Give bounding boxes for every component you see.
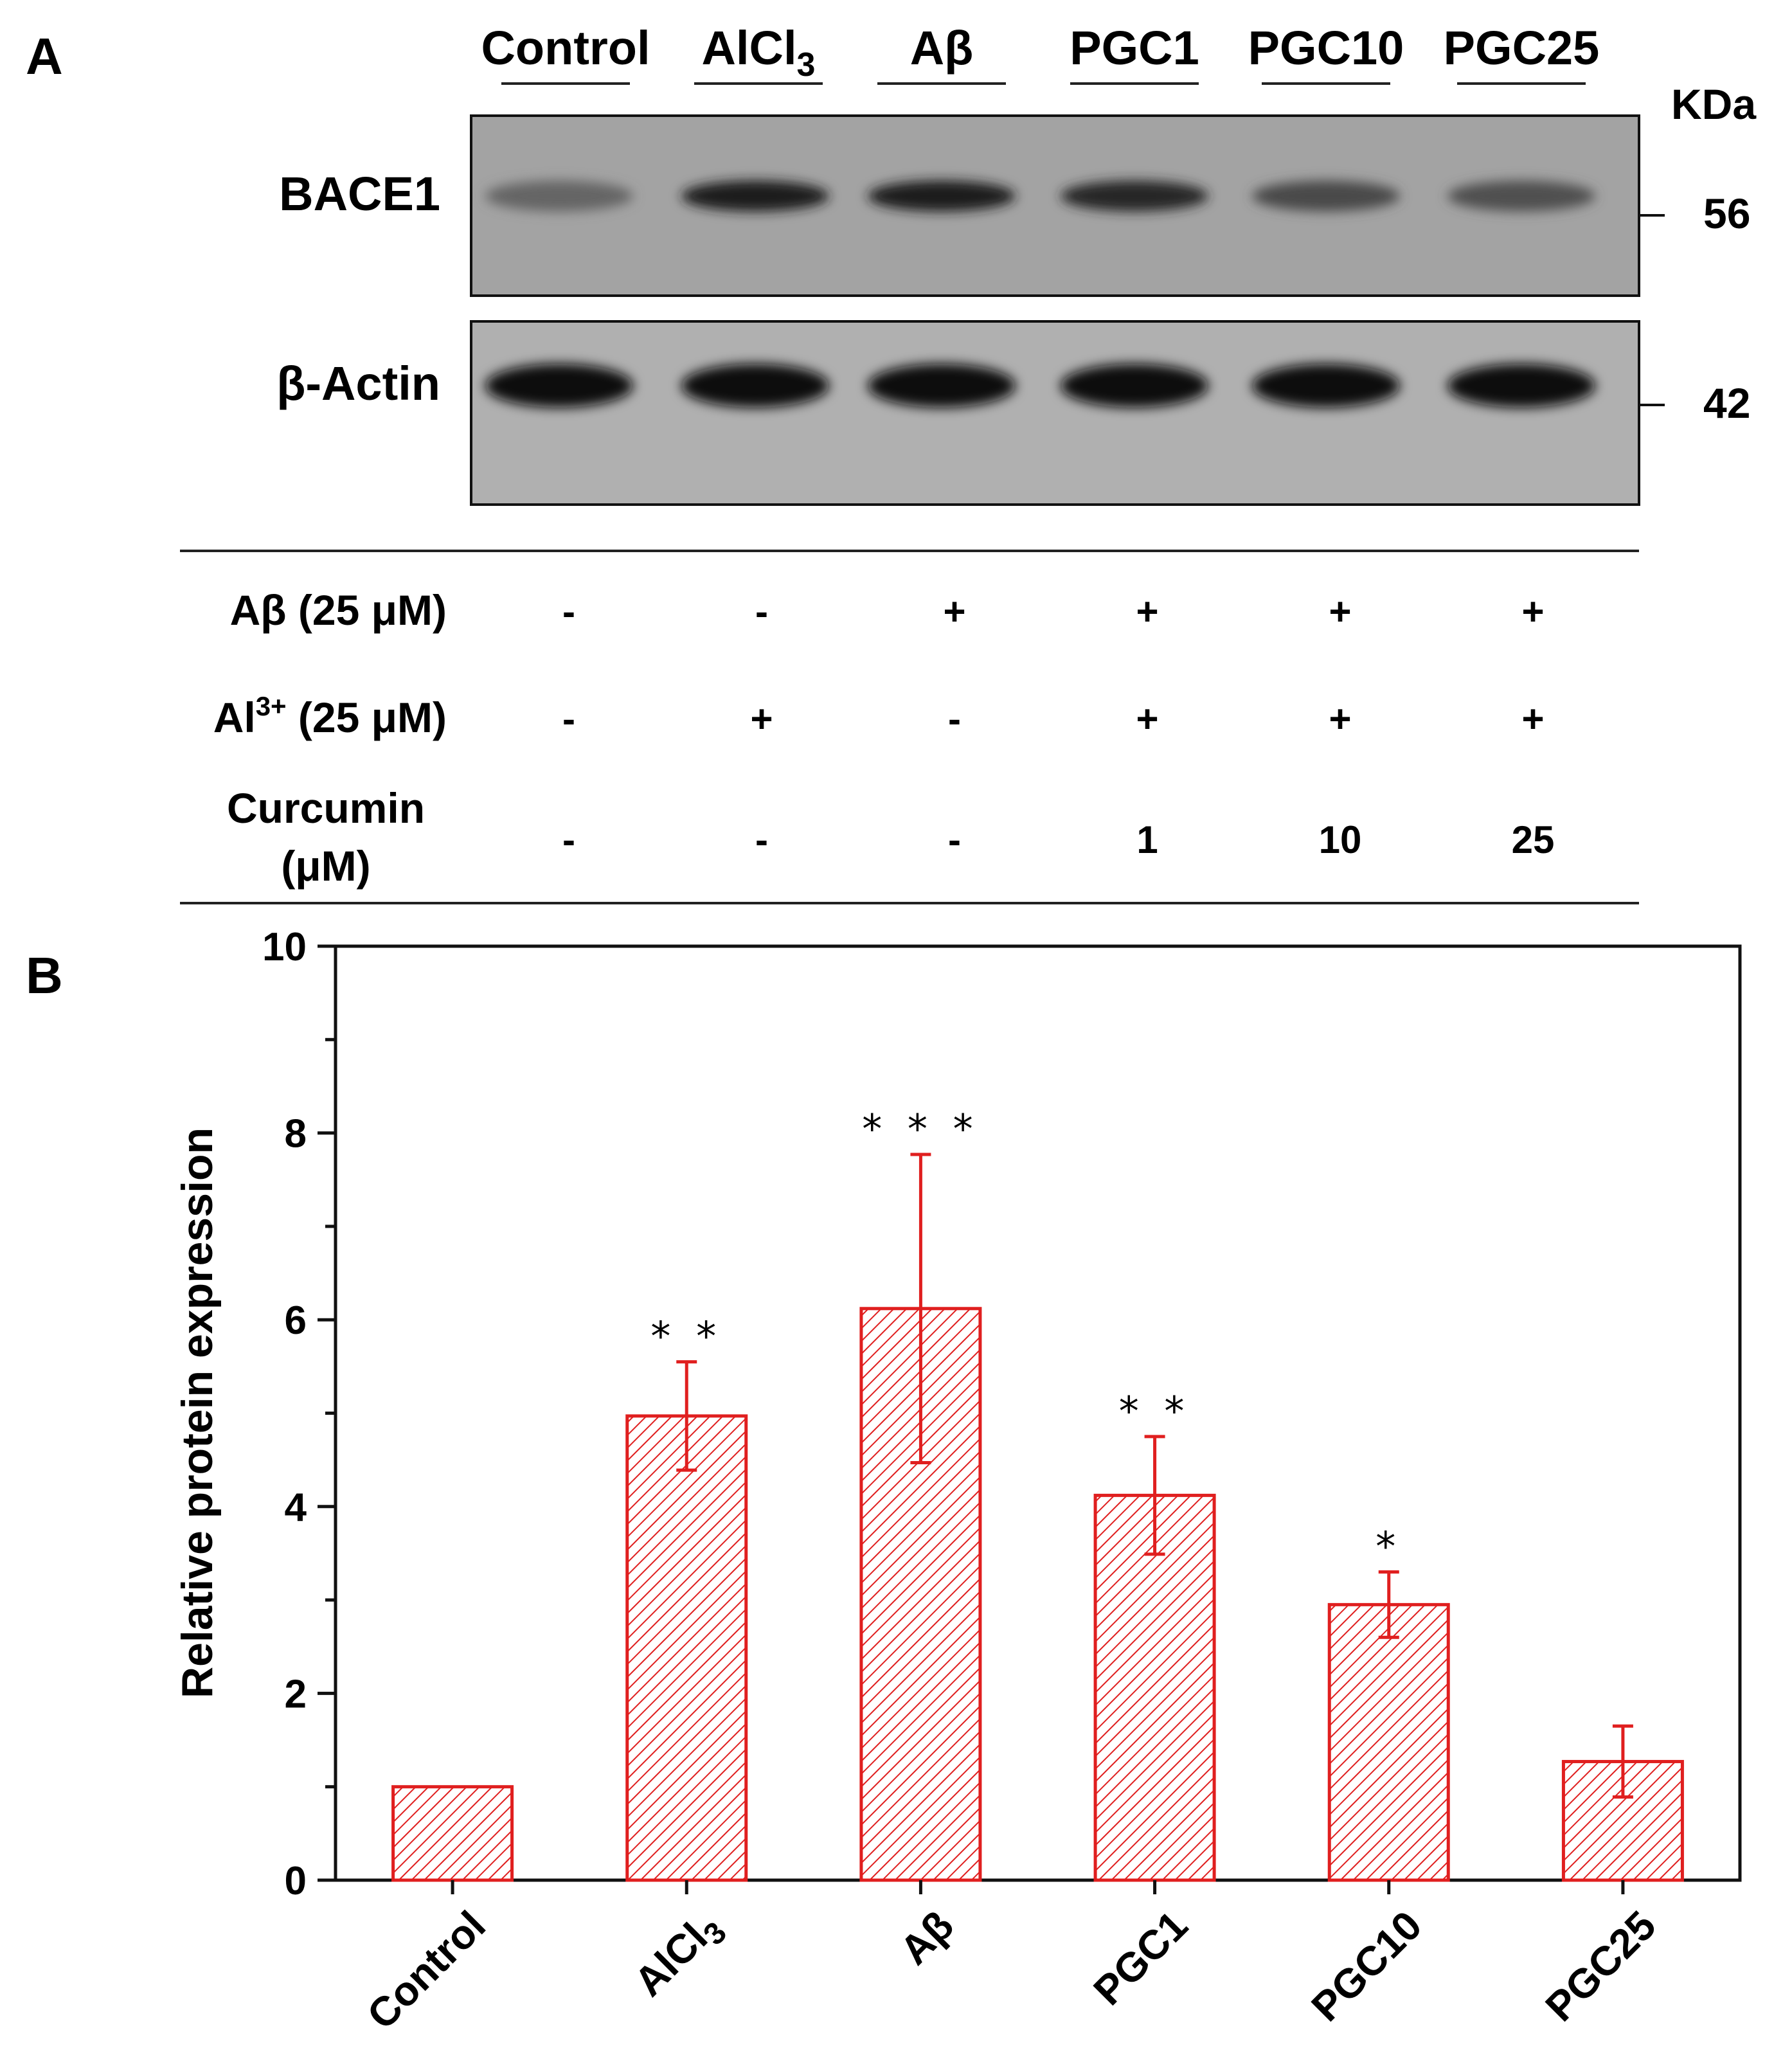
condition-cell: - (755, 590, 768, 633)
bar-4 (1327, 1602, 1450, 1882)
condition-cell: 10 (1319, 818, 1362, 861)
kda-label: KDa (1671, 80, 1757, 128)
lane-header-3: PGC1 (1070, 21, 1199, 75)
x-tick-label-4: PGC10 (1302, 1902, 1430, 2030)
condition-cell: 1 (1136, 818, 1158, 861)
condition-label-2-unit: (μM) (281, 842, 370, 890)
bar-chart: Relative protein expression 0 2 4 6 8 10 Contr… (173, 925, 1742, 2038)
y-tick-label: 2 (285, 1672, 307, 1716)
lane-header-5: PGC25 (1444, 21, 1600, 75)
condition-cell: + (750, 697, 773, 740)
y-tick-label: 8 (285, 1112, 307, 1156)
condition-label-rest: (25 μM) (287, 694, 447, 741)
condition-label-1: Al3+ (25 μM) (213, 691, 447, 741)
panel-b-letter: B (26, 947, 63, 1004)
x-tick-label-2: Aβ (891, 1902, 962, 1973)
significance-mark: * * (1119, 1388, 1191, 1435)
bar-0 (391, 1785, 514, 1882)
y-tick-label: 10 (262, 925, 307, 969)
bar-3 (1093, 1493, 1216, 1882)
blot-band (868, 181, 1016, 211)
blot-band (1252, 364, 1400, 408)
lane-headers: Control AlCl3 Aβ PGC1 PGC10 PGC25 (481, 21, 1600, 85)
blot-row-label-0: BACE1 (279, 167, 440, 220)
plot-frame (334, 944, 1742, 1882)
lane-header-subscript: 3 (797, 46, 816, 84)
blot-row-label-1: β-Actin (276, 357, 440, 410)
y-tick-label: 4 (285, 1485, 307, 1530)
blot-area: BACE1 56 β-Actin 42 (276, 114, 1750, 506)
blot-panel-1 (470, 320, 1640, 506)
condition-cell: + (1521, 590, 1544, 633)
lane-header-4: PGC10 (1248, 21, 1404, 75)
kda-marker-0: 56 (1703, 190, 1750, 237)
blot-band (868, 364, 1016, 408)
blot-band (1447, 364, 1595, 408)
significance-mark: * * (650, 1313, 722, 1360)
x-tick-label-3: PGC1 (1084, 1902, 1196, 2014)
bar-1 (625, 1414, 748, 1882)
condition-label-2: Curcumin (227, 784, 425, 832)
x-tick-label-0: Control (358, 1902, 494, 2038)
blot-band (1061, 364, 1208, 408)
y-tick-label: 0 (285, 1859, 307, 1903)
condition-label-sup: 3+ (256, 691, 287, 721)
condition-cell: + (943, 590, 965, 633)
x-tick-label-1: AlCl3 (625, 1902, 733, 2010)
blot-band (485, 364, 633, 408)
y-tick-label: 6 (285, 1298, 307, 1343)
condition-cell: - (948, 697, 961, 740)
y-axis-label: Relative protein expression (173, 1127, 222, 1698)
blot-band (1061, 181, 1208, 211)
condition-cell: + (1136, 697, 1158, 740)
blot-band (681, 181, 829, 211)
lane-header-1: AlCl3 (702, 21, 816, 84)
condition-cell: - (948, 818, 961, 861)
x-tick-label-5: PGC25 (1537, 1902, 1665, 2030)
panel-a-letter: A (26, 28, 63, 85)
kda-marker-1: 42 (1703, 379, 1750, 427)
condition-cell: - (562, 697, 575, 740)
lane-header-0: Control (481, 21, 650, 75)
blot-panel-0 (470, 114, 1640, 297)
condition-cell: - (562, 590, 575, 633)
significance-mark: * (1375, 1523, 1402, 1570)
lane-header-2: Aβ (910, 21, 974, 75)
condition-cell: + (1329, 590, 1351, 633)
condition-cell: 25 (1512, 818, 1555, 861)
condition-cell: + (1329, 697, 1351, 740)
blot-band (1252, 181, 1400, 211)
condition-cell: - (755, 818, 768, 861)
blot-band (485, 181, 633, 211)
condition-table: Aβ (25 μM) - - + + + + Al3+ (25 μM) - + - + + + Curcum… (213, 586, 1555, 890)
condition-cell: + (1521, 697, 1544, 740)
blot-band (681, 364, 829, 408)
condition-cell: - (562, 818, 575, 861)
blot-band (1447, 181, 1595, 211)
condition-label-0: Aβ (25 μM) (230, 586, 447, 634)
significance-mark: * * * (862, 1106, 979, 1153)
x-tick-subscript: 3 (697, 1916, 733, 1952)
condition-cell: + (1136, 590, 1158, 633)
